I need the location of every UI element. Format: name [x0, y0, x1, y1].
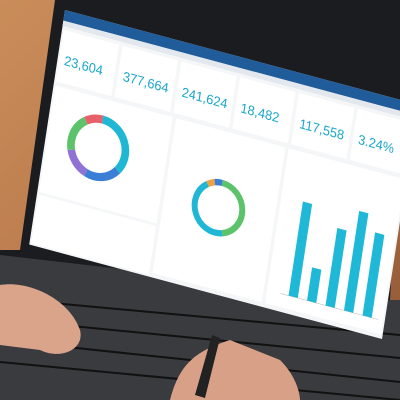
donut-segment	[221, 179, 246, 237]
kpi-card	[349, 108, 400, 175]
bar	[325, 228, 347, 308]
donut-segment	[206, 178, 216, 187]
donut-segment	[67, 149, 88, 177]
kpi-card	[232, 77, 296, 144]
table-panel	[31, 194, 157, 275]
kpi-card	[291, 92, 355, 160]
tab-bar	[62, 20, 400, 121]
bar	[362, 232, 385, 318]
panel	[152, 118, 286, 303]
donut-segment	[101, 115, 130, 174]
bar	[343, 210, 369, 313]
left-hand	[0, 284, 81, 354]
donut-segment	[191, 180, 223, 237]
bar	[307, 267, 322, 303]
bar	[288, 201, 313, 299]
kpi-card	[173, 61, 237, 128]
kpi-card	[55, 29, 120, 97]
donut-segment	[84, 167, 121, 182]
panel	[39, 85, 173, 224]
kpi-card	[114, 45, 178, 112]
donut-segment	[214, 178, 223, 187]
pen	[195, 335, 220, 398]
donut-segment	[84, 114, 104, 125]
top-bar	[63, 10, 400, 116]
charts	[67, 114, 385, 320]
donut-segment	[67, 116, 88, 151]
